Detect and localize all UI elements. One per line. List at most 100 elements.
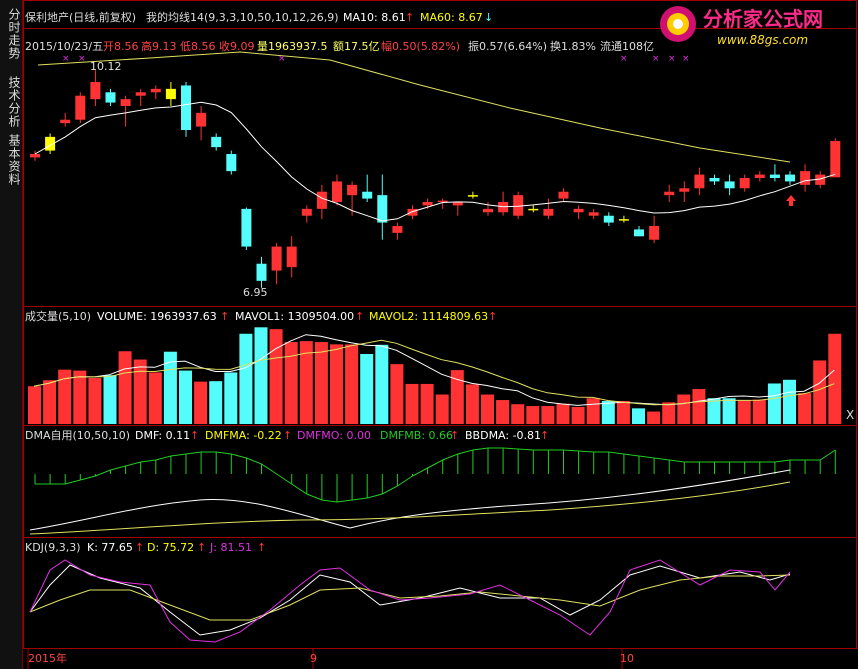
- volume-bar: [813, 360, 827, 424]
- volume-bar: [118, 351, 132, 424]
- candle-body: [362, 191, 373, 199]
- volume-bar: [194, 381, 208, 424]
- candle-body: [513, 195, 524, 216]
- candle-body: [785, 174, 795, 182]
- tab-intraday[interactable]: 分时走势: [7, 8, 21, 60]
- volume-bar: [828, 333, 842, 424]
- volume-bar: [269, 329, 283, 424]
- candle-body: [694, 174, 705, 189]
- candle-body: [603, 215, 614, 223]
- candle-body: [573, 208, 584, 213]
- quote-date: 2015/10/23/五: [25, 40, 104, 53]
- dmf-line: [29, 469, 791, 531]
- volume-bar: [647, 411, 661, 424]
- candle-body: [543, 208, 554, 216]
- ma60-down-arrow-icon: ↓: [484, 11, 494, 24]
- candle-body: [407, 208, 418, 216]
- candle-body: [135, 92, 146, 96]
- candle-body: [45, 136, 56, 151]
- candle-body: [679, 188, 690, 192]
- candle-body: [392, 226, 403, 233]
- volume-bar: [783, 379, 796, 424]
- volume-bar: [435, 394, 449, 424]
- up-arrow-icon: ↑: [257, 541, 267, 554]
- candle-body: [120, 99, 131, 106]
- volume-bar: [254, 327, 268, 424]
- candle-body: [769, 174, 780, 178]
- candle-body: [467, 195, 478, 197]
- ma10-up-arrow-icon: ↑: [405, 11, 415, 24]
- candle-body: [422, 202, 433, 206]
- volume-bar: [601, 400, 615, 424]
- quote-low: 低8.56: [180, 40, 216, 53]
- candle-body: [271, 246, 282, 271]
- volume-bar: [43, 380, 57, 424]
- candle-body: [528, 208, 539, 211]
- logo-mark-icon: [660, 6, 696, 42]
- sidebar: 分时走势 技术分析 基本资料: [0, 0, 23, 669]
- logo: 分析家公式网 www.88gs.com: [655, 2, 855, 52]
- candle-body: [739, 178, 750, 189]
- volume-bar: [632, 408, 645, 424]
- axis-label-month-9: 9: [310, 652, 317, 665]
- tab-fundamentals[interactable]: 基本资料: [7, 134, 21, 186]
- dma-outline: [35, 447, 836, 503]
- ma10-value: MA10: 8.61: [343, 11, 406, 24]
- candle-body: [30, 154, 40, 158]
- quote-volume: 量1963937.5: [257, 40, 328, 53]
- candle-body: [256, 263, 267, 281]
- kdj-k-value: K: 77.65: [87, 541, 133, 554]
- volume-bar: [28, 386, 41, 424]
- volume-bar: [179, 370, 192, 424]
- mavol2-line: [33, 339, 835, 406]
- quote-change: 幅0.50(5.82%): [381, 40, 461, 53]
- quote-high: 高9.13: [141, 40, 177, 53]
- dmf-value: DMF: 0.11: [135, 429, 191, 442]
- dma-panel-title: DMA自用(10,50,10): [25, 429, 131, 442]
- volume-bar: [556, 403, 570, 424]
- dmfma-value: DMFMA: -0.22: [205, 429, 282, 442]
- candle-body: [618, 219, 629, 221]
- high-price-label: 10.12: [90, 60, 122, 73]
- up-arrow-icon: ↑: [540, 429, 550, 442]
- candle-body: [483, 208, 493, 213]
- kdj-panel-title: KDJ(9,3,3): [25, 541, 81, 554]
- candle-body: [75, 95, 86, 120]
- candle-body: [165, 88, 176, 100]
- volume-bar: [541, 406, 555, 424]
- volume-bar: [481, 394, 494, 424]
- candle-body: [754, 174, 765, 178]
- mavol1-line: [33, 334, 835, 406]
- candle-body: [316, 191, 327, 209]
- volume-bar: [314, 342, 328, 424]
- volume-bar: [465, 384, 479, 424]
- volume-bar: [299, 341, 313, 424]
- up-arrow-icon: ↑: [197, 541, 207, 554]
- up-arrow-icon: ↑: [450, 429, 460, 442]
- volume-bar: [73, 370, 87, 424]
- axis-label-year: 2015年: [28, 652, 67, 665]
- ma60-line: [37, 51, 791, 163]
- volume-bar: [526, 406, 540, 424]
- tab-technical-analysis[interactable]: 技术分析: [7, 76, 21, 128]
- logo-url[interactable]: www.88gs.com: [717, 33, 809, 47]
- bbdma-value: BBDMA: -0.81: [465, 429, 542, 442]
- volume-bar: [511, 404, 525, 424]
- volume-bar: [677, 394, 691, 424]
- volume-bar: [722, 398, 736, 424]
- candle-body: [664, 191, 675, 196]
- volume-bar: [88, 377, 102, 424]
- candle-body: [347, 184, 358, 196]
- up-arrow-icon: ↑: [135, 541, 145, 554]
- mavol1-value: MAVOL1: 1309504.00: [235, 310, 355, 323]
- candle-body: [634, 229, 644, 237]
- dmfmo-value: DMFMO: 0.00: [297, 429, 371, 442]
- candle-body: [558, 191, 569, 199]
- close-button[interactable]: X: [846, 408, 855, 422]
- stock-name: 保利地产(日线,前复权): [25, 11, 137, 24]
- volume-bar: [375, 344, 389, 424]
- volume-bar: [133, 359, 147, 424]
- signal-marker-icon: ×: [62, 54, 70, 64]
- ma10-line: [34, 101, 836, 222]
